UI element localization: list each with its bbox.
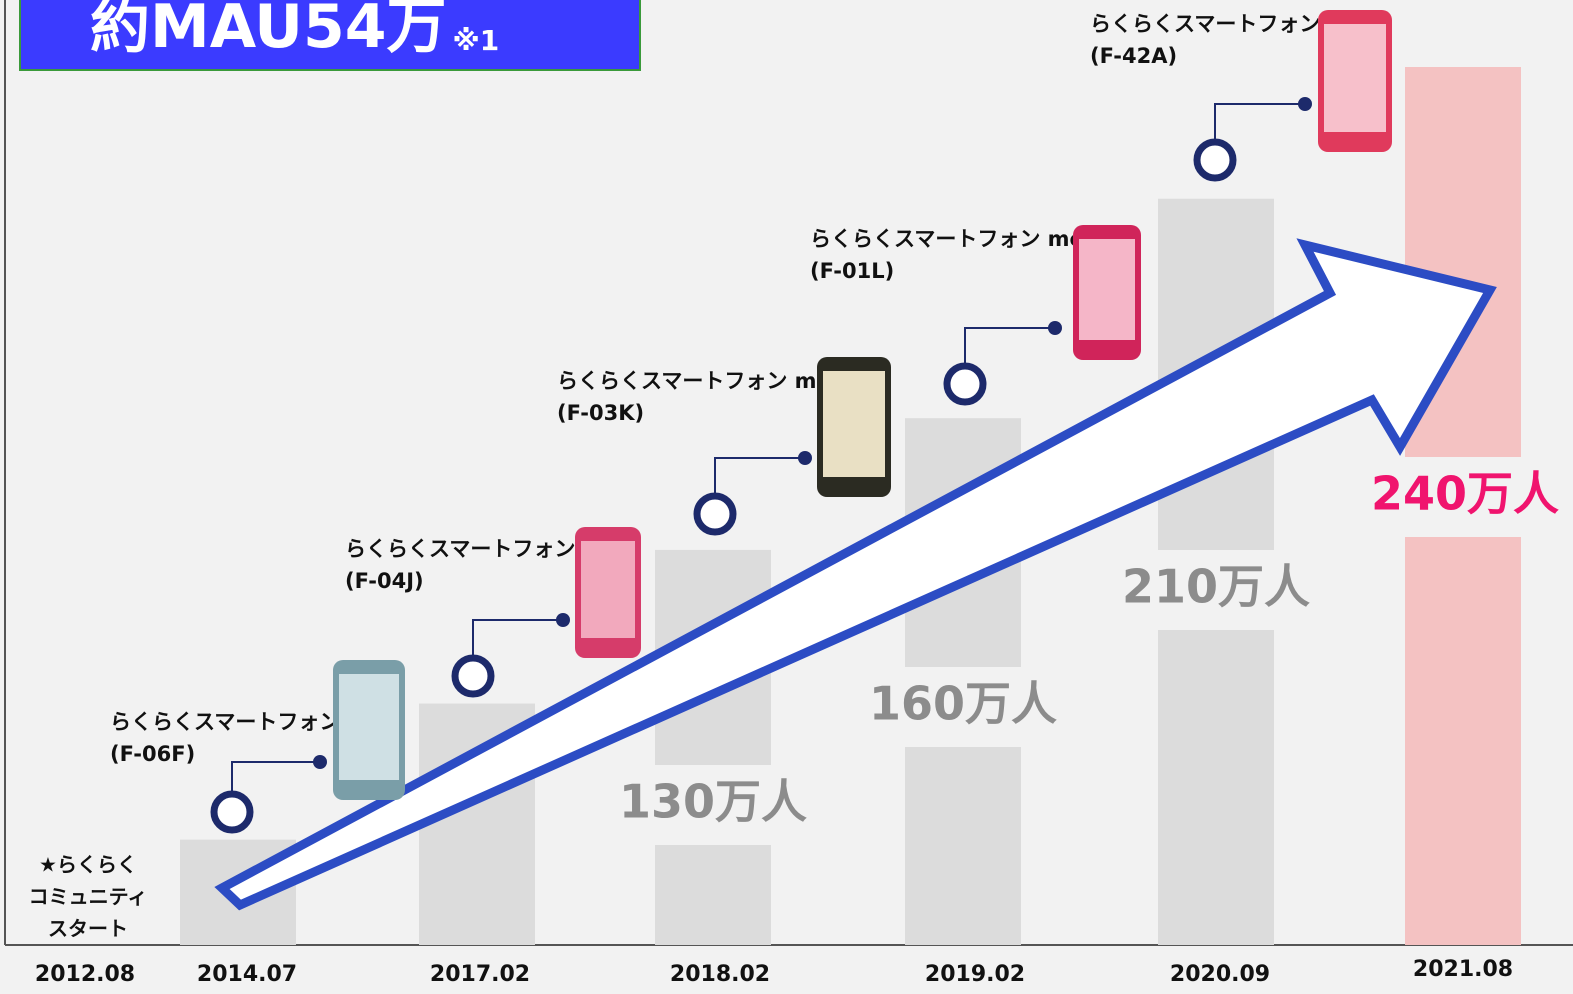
value-label: 210万人 bbox=[1122, 560, 1310, 614]
value-label: 240万人 bbox=[1371, 467, 1559, 521]
chart-title: 約MAU54万※1 bbox=[90, 0, 499, 62]
phone-screen bbox=[581, 541, 635, 638]
model-name: らくらくスマートフォン bbox=[1090, 12, 1320, 36]
model-code: (F-06F) bbox=[110, 742, 195, 766]
model-name: らくらくスマートフォン me bbox=[810, 227, 1084, 251]
x-tick-label: 2017.02 bbox=[430, 962, 530, 987]
connector-dot bbox=[313, 755, 327, 769]
x-tick-label: 2012.08 bbox=[35, 962, 135, 987]
connector-dot bbox=[556, 613, 570, 627]
connector-dot bbox=[1048, 321, 1062, 335]
model-code: (F-04J) bbox=[345, 569, 424, 593]
milestone-ring bbox=[214, 794, 250, 830]
x-tick-label: 2014.07 bbox=[197, 962, 297, 987]
model-name: らくらくスマートフォン4 bbox=[345, 537, 590, 561]
start-note: コミュニティ bbox=[29, 885, 148, 909]
x-tick-label: 2020.09 bbox=[1170, 962, 1270, 987]
model-code: (F-03K) bbox=[557, 401, 644, 425]
phone-screen bbox=[339, 674, 399, 780]
milestone-ring bbox=[697, 496, 733, 532]
connector-dot bbox=[1298, 97, 1312, 111]
milestone-ring bbox=[455, 658, 491, 694]
phone-screen bbox=[1079, 239, 1135, 340]
x-tick-label: 2021.08 bbox=[1413, 957, 1513, 982]
start-note: ★らくらく bbox=[39, 853, 137, 877]
x-tick-label: 2019.02 bbox=[925, 962, 1025, 987]
model-name: らくらくスマートフォン3 bbox=[110, 710, 355, 734]
phone-screen bbox=[823, 371, 885, 477]
connector-dot bbox=[798, 451, 812, 465]
value-label: 160万人 bbox=[869, 677, 1057, 731]
model-name: らくらくスマートフォン me bbox=[557, 369, 831, 393]
model-code: (F-42A) bbox=[1090, 44, 1177, 68]
milestone-ring bbox=[947, 366, 983, 402]
phone-screen bbox=[1324, 24, 1386, 132]
milestone-ring bbox=[1197, 142, 1233, 178]
x-tick-label: 2018.02 bbox=[670, 962, 770, 987]
chart: 約MAU54万※1 2012.08 2014.07 2017.02 2018.02 13… bbox=[0, 0, 1573, 994]
value-label: 130万人 bbox=[619, 775, 807, 829]
model-code: (F-01L) bbox=[810, 259, 894, 283]
start-note: スタート bbox=[48, 917, 128, 941]
